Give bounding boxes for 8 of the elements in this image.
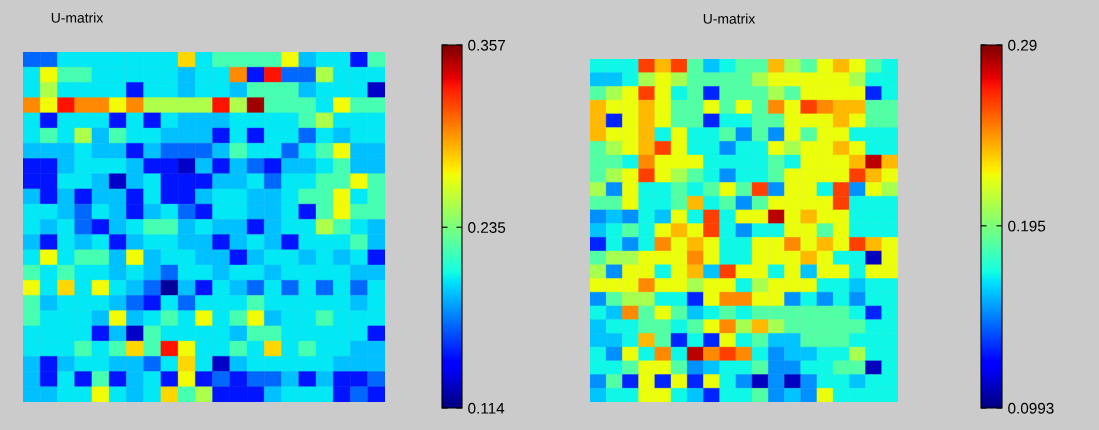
color-bar-label: 0.0993 (1008, 402, 1054, 414)
color-bar-label: 0.357 (468, 39, 506, 51)
color-bar-label: 0.195 (1008, 220, 1046, 232)
color-bar-label: 0.114 (468, 402, 505, 414)
chart-title: U-matrix (703, 13, 756, 24)
color-bar-label: 0.235 (468, 222, 506, 233)
color-bar-label: 0.29 (1008, 39, 1037, 51)
chart-title: U-matrix (51, 12, 104, 23)
